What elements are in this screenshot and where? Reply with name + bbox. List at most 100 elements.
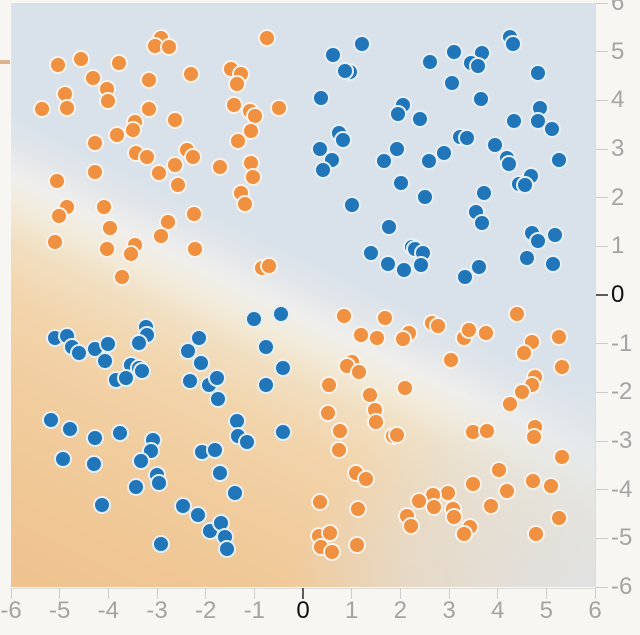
data-point-orange-class	[395, 378, 414, 397]
data-point-blue-class	[117, 368, 136, 387]
data-point-blue-class	[257, 375, 276, 394]
data-point-orange-class	[101, 218, 120, 237]
data-point-blue-class	[475, 184, 494, 203]
x-axis-tick-1	[351, 588, 353, 599]
left-edge-artifact	[0, 60, 10, 64]
y-axis-label--5: -5	[611, 524, 633, 552]
x-axis-tick--4	[107, 588, 109, 599]
data-point-blue-class	[528, 64, 547, 83]
data-point-blue-class	[190, 329, 209, 348]
data-point-orange-class	[394, 329, 413, 348]
data-point-orange-class	[348, 535, 366, 554]
data-point-orange-class	[235, 195, 254, 214]
data-point-orange-class	[513, 383, 532, 402]
data-point-orange-class	[454, 525, 473, 544]
y-axis-tick-3	[596, 148, 608, 150]
x-axis-tick-6	[594, 588, 596, 599]
data-point-blue-class	[421, 53, 439, 72]
data-point-blue-class	[111, 424, 130, 443]
data-point-orange-class	[124, 121, 143, 139]
data-point-orange-class	[165, 155, 184, 174]
data-point-blue-class	[469, 257, 488, 276]
x-axis-label-5: 5	[539, 597, 553, 624]
y-axis-label--3: -3	[611, 427, 633, 454]
data-point-blue-class	[237, 433, 256, 452]
data-point-orange-class	[159, 37, 178, 56]
x-axis-label--5: -5	[48, 597, 71, 624]
x-axis-tick--3	[156, 588, 158, 599]
data-point-blue-class	[54, 449, 73, 468]
x-axis-tick-2	[399, 588, 401, 599]
x-axis-label-4: 4	[490, 597, 505, 624]
data-point-blue-class	[343, 195, 362, 214]
data-point-blue-class	[226, 483, 245, 502]
data-point-blue-class	[127, 477, 146, 496]
data-point-orange-class	[228, 132, 247, 151]
data-point-blue-class	[389, 104, 408, 123]
y-axis-label-4: 4	[611, 86, 625, 114]
data-point-orange-class	[98, 92, 117, 111]
y-axis-tick--4	[596, 489, 608, 491]
data-point-blue-class	[207, 369, 226, 388]
data-point-orange-class	[445, 507, 464, 526]
x-axis-tick--1	[253, 588, 255, 599]
data-point-orange-class	[477, 421, 496, 440]
data-point-blue-class	[528, 232, 547, 251]
data-point-blue-class	[388, 139, 407, 158]
data-point-orange-class	[524, 472, 543, 491]
y-axis-tick-0	[596, 294, 608, 296]
data-point-blue-class	[543, 119, 562, 138]
data-point-orange-class	[83, 68, 102, 87]
data-point-orange-class	[86, 162, 105, 181]
data-point-orange-class	[95, 197, 114, 216]
x-axis-label--6: -6	[0, 597, 22, 624]
y-axis-label--1: -1	[611, 329, 633, 357]
data-point-orange-class	[500, 395, 519, 414]
y-axis-tick-2	[596, 197, 608, 199]
data-point-blue-class	[505, 111, 524, 130]
data-point-orange-class	[334, 307, 353, 326]
data-point-orange-class	[527, 525, 546, 544]
data-point-orange-class	[113, 268, 132, 287]
data-point-blue-class	[549, 150, 568, 169]
data-point-blue-class	[208, 390, 227, 409]
data-point-blue-class	[273, 358, 292, 377]
data-point-orange-class	[401, 516, 420, 535]
y-axis-label-2: 2	[611, 183, 625, 211]
data-point-blue-class	[442, 73, 461, 92]
data-point-orange-class	[507, 305, 526, 324]
data-point-blue-class	[336, 62, 355, 81]
y-axis-tick-1	[596, 245, 608, 247]
data-point-orange-class	[552, 357, 571, 376]
data-point-orange-class	[477, 323, 496, 342]
data-point-blue-class	[218, 539, 237, 558]
data-point-blue-class	[434, 144, 453, 163]
data-point-blue-class	[352, 35, 371, 54]
data-point-blue-class	[256, 337, 275, 356]
data-point-orange-class	[49, 56, 68, 75]
x-axis-tick--5	[59, 588, 61, 599]
data-point-orange-class	[270, 99, 289, 118]
data-point-blue-class	[395, 260, 414, 279]
data-point-orange-class	[50, 207, 69, 226]
x-axis-label--1: -1	[243, 597, 265, 624]
x-axis-tick-0	[302, 588, 304, 599]
data-point-blue-class	[362, 243, 381, 262]
data-point-orange-class	[259, 256, 278, 275]
y-axis-label--4: -4	[611, 475, 633, 503]
data-point-orange-class	[86, 134, 105, 153]
data-point-orange-class	[323, 543, 342, 562]
data-point-orange-class	[185, 204, 204, 223]
y-axis-tick-6	[596, 2, 608, 4]
data-point-blue-class	[504, 35, 523, 54]
data-point-blue-class	[188, 506, 207, 525]
data-point-orange-class	[429, 316, 448, 335]
y-axis-tick-5	[596, 51, 608, 53]
data-point-blue-class	[516, 176, 535, 195]
data-point-orange-class	[366, 412, 385, 431]
data-point-orange-class	[165, 111, 184, 130]
data-point-blue-class	[149, 474, 168, 493]
data-point-orange-class	[72, 50, 91, 69]
data-point-blue-class	[334, 130, 353, 149]
y-axis-tick-4	[596, 99, 608, 101]
